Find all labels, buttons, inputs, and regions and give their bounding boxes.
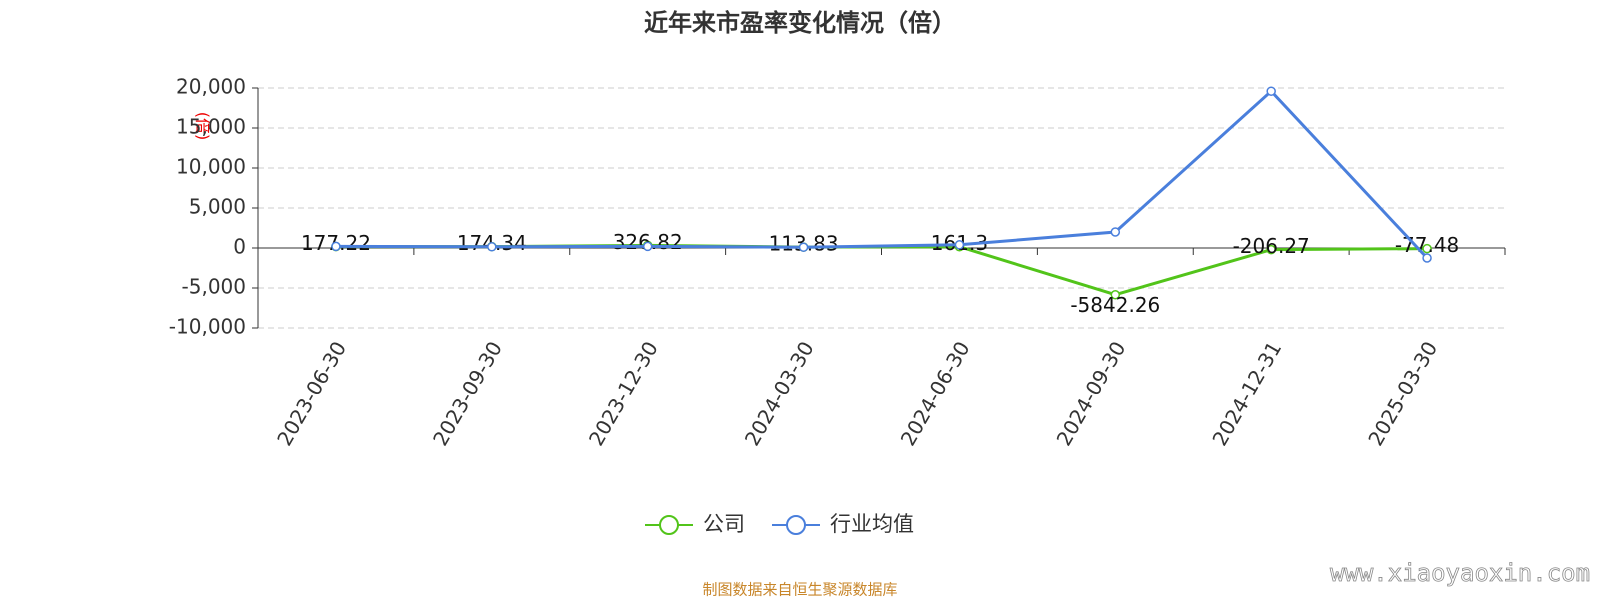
- data-label: -5842.26: [1070, 293, 1160, 317]
- data-point: [1110, 289, 1121, 300]
- legend-marker: [786, 515, 806, 535]
- series-line: [335, 89, 1429, 260]
- x-tick-label: 2025-03-30: [1363, 337, 1442, 450]
- y-axis-label: (倍): [194, 112, 213, 141]
- legend-label: 公司: [703, 512, 745, 536]
- watermark: www.xiaoyaoxin.com: [1330, 559, 1590, 587]
- y-tick-label: -5,000: [182, 275, 246, 299]
- data-point: [1422, 243, 1432, 254]
- y-tick-label: 5,000: [189, 195, 246, 219]
- x-tick-label: 2024-12-31: [1207, 337, 1286, 450]
- data-point: [954, 240, 965, 250]
- data-point: [798, 242, 809, 252]
- x-tick-label: 2024-06-30: [896, 337, 975, 450]
- chart-title: 近年来市盈率变化情况（倍）: [644, 9, 956, 37]
- data-point: [642, 241, 653, 252]
- data-point: [331, 241, 341, 252]
- data-label: -206.27: [1233, 234, 1310, 258]
- x-tick-label: 2024-09-30: [1052, 337, 1131, 450]
- y-tick-label: -10,000: [169, 315, 246, 339]
- y-tick-label: 15,000: [176, 115, 246, 139]
- legend-label: 行业均值: [830, 512, 914, 536]
- x-tick-label: 2023-09-30: [428, 337, 507, 450]
- data-point: [1110, 227, 1121, 237]
- y-tick-label: 0: [233, 235, 246, 259]
- data-point: [1266, 86, 1276, 96]
- x-tick-label: 2023-06-30: [272, 337, 351, 450]
- data-point: [487, 242, 497, 252]
- x-tick-label: 2024-03-30: [740, 337, 819, 450]
- data-point: [1422, 253, 1432, 263]
- y-tick-label: 10,000: [176, 155, 246, 179]
- source-note: 制图数据来自恒生聚源数据库: [702, 581, 897, 599]
- x-tick-label: 2023-12-30: [584, 337, 663, 450]
- data-point: [1266, 244, 1276, 255]
- y-tick-label: 20,000: [176, 75, 246, 99]
- legend-marker: [659, 515, 679, 535]
